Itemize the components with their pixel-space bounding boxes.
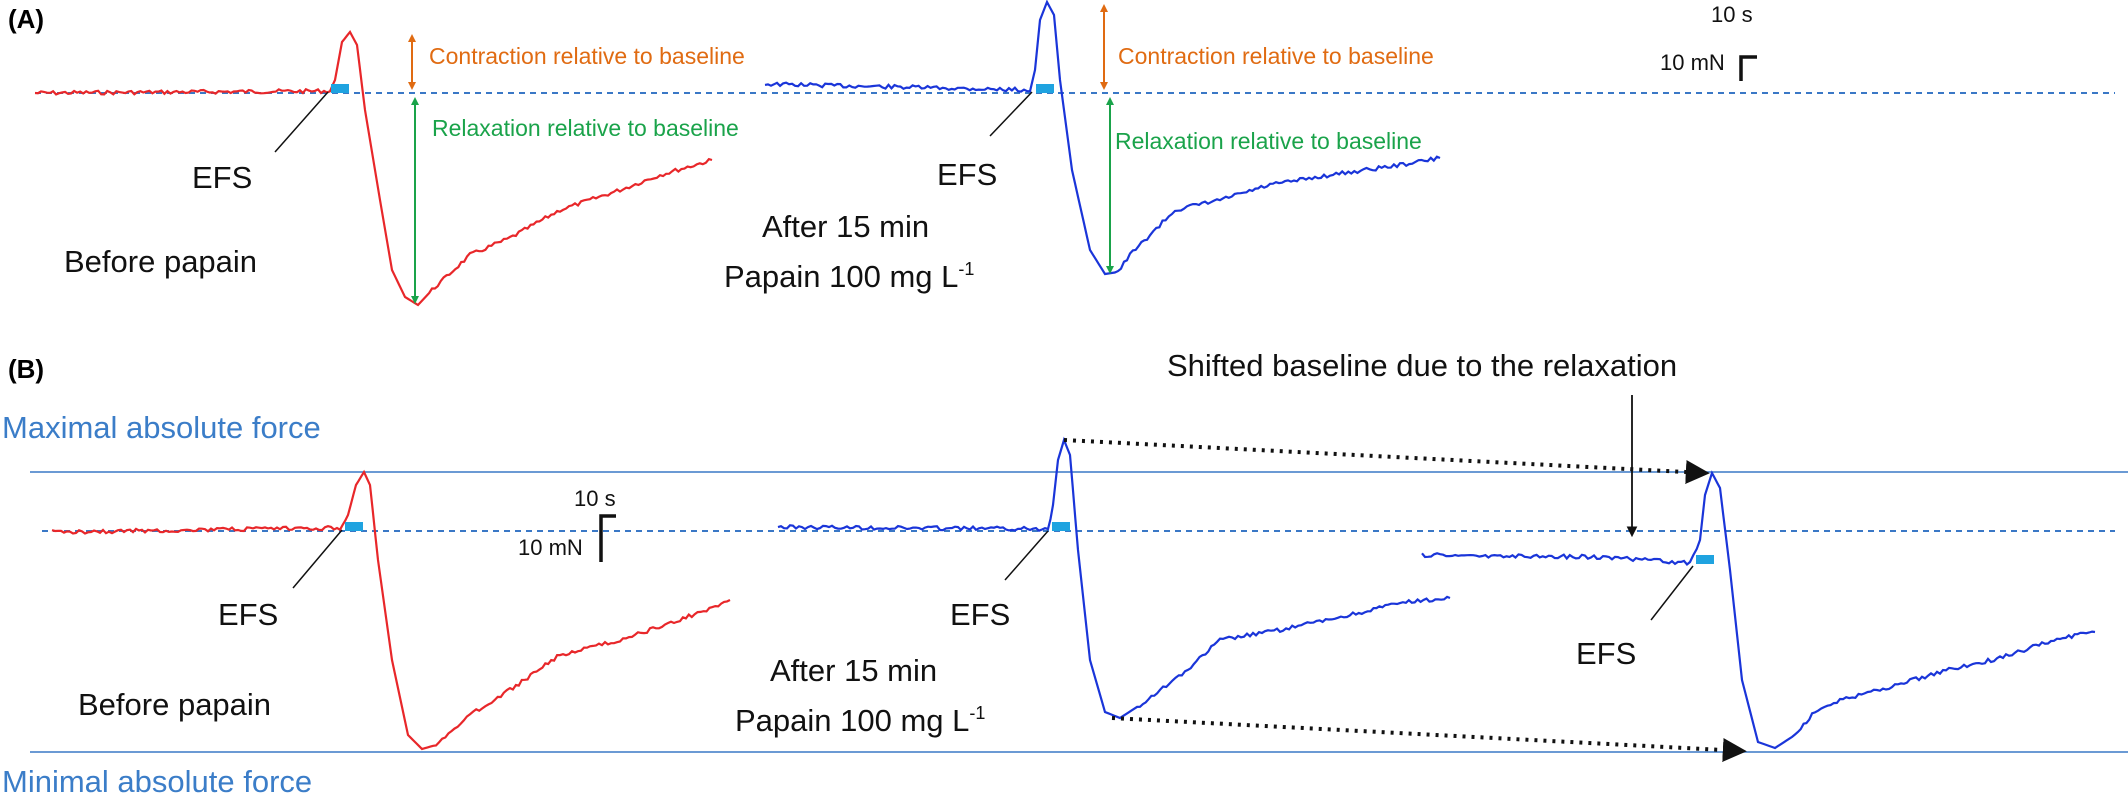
efs-pointer-after-b bbox=[1004, 530, 1049, 581]
max-force-label: Maximal absolute force bbox=[2, 410, 321, 445]
papain-dose-label-b: Papain 100 mg L-1 bbox=[735, 703, 985, 738]
scale-bar-lines-a bbox=[1739, 55, 1757, 81]
panel-a-label: (A) bbox=[8, 4, 44, 34]
efs-label-after-b: EFS bbox=[950, 597, 1010, 632]
trace-before-papain-a bbox=[34, 30, 713, 307]
relaxation-label-after-a: Relaxation relative to baseline bbox=[1115, 128, 1422, 154]
contraction-label-before-a: Contraction relative to baseline bbox=[429, 43, 745, 69]
scale-bar-a: 10 s 10 mN bbox=[1660, 2, 1757, 81]
papain-dose-label-a: Papain 100 mg L-1 bbox=[724, 259, 974, 294]
trace-before-papain-b bbox=[51, 469, 731, 751]
scale-force-a: 10 mN bbox=[1660, 50, 1725, 75]
efs-pointer-before-b bbox=[292, 529, 343, 589]
efs-label-before-b: EFS bbox=[218, 597, 278, 632]
min-force-label: Minimal absolute force bbox=[2, 764, 312, 797]
after-15min-label-b: After 15 min bbox=[770, 653, 937, 688]
panel-b: (B) Maximal absolute force Minimal absol… bbox=[2, 348, 2128, 797]
efs-label-before-a: EFS bbox=[192, 160, 252, 195]
efs-pointer-shifted-b bbox=[1650, 565, 1694, 621]
efs-marker-before-b bbox=[345, 522, 363, 531]
efs-marker-before-a bbox=[331, 84, 349, 93]
scale-force-b: 10 mN bbox=[518, 535, 583, 560]
efs-label-shifted-b: EFS bbox=[1576, 636, 1636, 671]
scale-time-a: 10 s bbox=[1711, 2, 1753, 27]
efs-marker-after-b bbox=[1052, 522, 1070, 531]
efs-pointer-after-a bbox=[989, 91, 1033, 137]
efs-pointer-before-a bbox=[274, 91, 329, 153]
panel-b-label: (B) bbox=[8, 354, 44, 384]
scale-bar-b: 10 s 10 mN bbox=[518, 486, 616, 562]
trace-after-papain-b bbox=[777, 436, 1451, 720]
min-force-dotted-arrow bbox=[1111, 716, 1747, 762]
after-15min-label-a: After 15 min bbox=[762, 209, 929, 244]
efs-label-after-a: EFS bbox=[937, 157, 997, 192]
shifted-baseline-label: Shifted baseline due to the relaxation bbox=[1167, 348, 1677, 383]
efs-marker-shifted-b bbox=[1696, 555, 1714, 564]
scale-bar-lines-b bbox=[599, 514, 616, 562]
before-papain-label-a: Before papain bbox=[64, 244, 257, 279]
relaxation-label-before-a: Relaxation relative to baseline bbox=[432, 115, 739, 141]
before-papain-label-b: Before papain bbox=[78, 687, 271, 722]
scale-time-b: 10 s bbox=[574, 486, 616, 511]
max-force-dotted-arrow bbox=[1063, 438, 1710, 484]
panel-a: (A) EFS EFS Before papain After 15 min P… bbox=[8, 0, 2115, 307]
contraction-label-after-a: Contraction relative to baseline bbox=[1118, 43, 1434, 69]
trace-after-papain-shifted-b bbox=[1421, 470, 2096, 750]
trace-after-papain-a bbox=[764, 0, 1441, 276]
efs-marker-after-a bbox=[1036, 84, 1054, 93]
